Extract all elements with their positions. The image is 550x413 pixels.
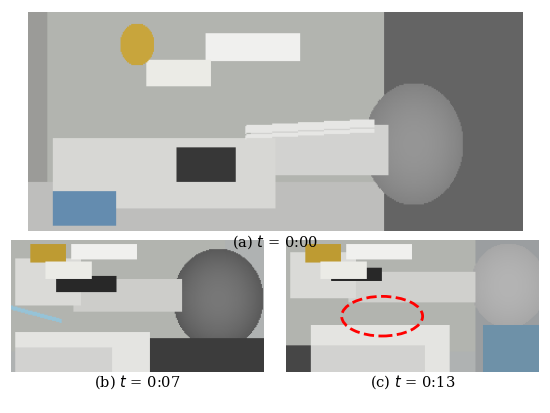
Text: (a) $t$ = 0:00: (a) $t$ = 0:00 [232, 233, 318, 251]
Text: (b) $t$ = 0:07: (b) $t$ = 0:07 [94, 374, 181, 392]
Text: (c) $t$ = 0:13: (c) $t$ = 0:13 [370, 374, 455, 392]
